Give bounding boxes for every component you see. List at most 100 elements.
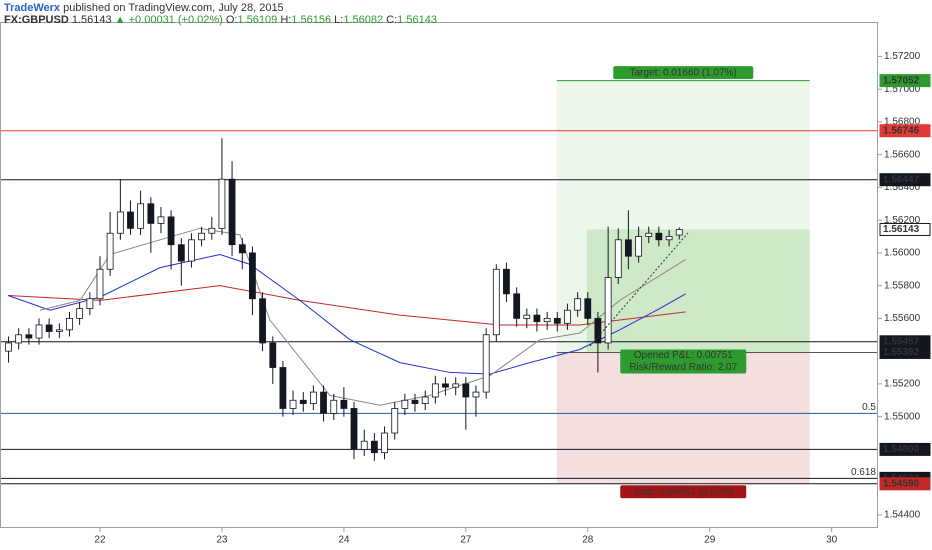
stop-zone [556, 352, 810, 484]
candle-body [198, 232, 205, 241]
marks-layer [5, 138, 686, 461]
candle-body [137, 203, 145, 229]
candle-body [594, 317, 602, 344]
candle-body [167, 216, 175, 246]
candle-body [249, 252, 256, 300]
plot-border [0, 22, 878, 528]
stop-label-box [620, 485, 747, 499]
symbol: FX:GBPUSD [4, 14, 69, 26]
candle-body [482, 334, 490, 393]
candle-body [543, 317, 551, 323]
candle-body [584, 298, 592, 319]
candle-body [96, 268, 104, 300]
y-tick-label: 1.54400 [884, 510, 921, 521]
candle-body [25, 334, 33, 339]
candle-body [604, 277, 612, 344]
candle-body [188, 239, 195, 262]
open-pnl-zone [586, 229, 810, 353]
candle-body [86, 298, 94, 309]
candle-body [218, 178, 226, 229]
published: published on TradingView.com, July 28, 2… [63, 2, 284, 14]
ohlc-value: 1.56109 [238, 14, 278, 26]
y-tick-label: 1.55800 [884, 280, 921, 291]
ohlc-value: 1.56143 [397, 14, 437, 26]
candle-body [309, 391, 317, 404]
price-box-label: 1.54590 [883, 478, 920, 489]
y-tick-label: 1.56200 [884, 215, 921, 226]
x-tick-label: 27 [460, 535, 472, 546]
price-box [879, 124, 931, 138]
candle-body [523, 314, 531, 319]
candle-body [299, 399, 307, 404]
candle-body [624, 239, 632, 257]
price-box [879, 222, 931, 236]
x-tick-label: 23 [216, 535, 228, 546]
moving-average [39, 227, 686, 406]
price-box-label: 1.56143 [883, 224, 920, 235]
candle-body [289, 399, 297, 409]
candle-body [421, 396, 429, 404]
ohlc-value: 1.56156 [291, 14, 331, 26]
candle-body [645, 232, 653, 237]
price-box-label: 1.55392 [883, 347, 920, 358]
candle-body [55, 329, 63, 332]
candle-body [492, 268, 500, 336]
price-box-label: 1.56746 [883, 125, 920, 136]
x-tick-label: 29 [704, 535, 716, 546]
y-tick-label: 1.56800 [884, 117, 921, 128]
risk-reward-label: Risk/Reward Ratio: 2.07 [629, 362, 737, 373]
candle-body [127, 211, 134, 229]
candle-body [238, 244, 246, 254]
candle-body [411, 399, 419, 404]
y-tick-label: 1.56000 [884, 248, 921, 259]
trend-line [589, 232, 689, 347]
price-box [879, 74, 931, 88]
target-label-box [613, 66, 754, 80]
pnl-label: Opened P&L: 0.00751 [634, 350, 733, 361]
y-tick-label: 1.55600 [884, 313, 921, 324]
candle-body [635, 236, 643, 257]
candle-body [442, 383, 449, 388]
y-tick-label: 1.55200 [884, 379, 921, 390]
ohlc-label: H: [280, 14, 291, 26]
candle-body [452, 383, 460, 388]
candle-body [614, 239, 622, 278]
background-layer [0, 80, 878, 485]
candle-body [35, 324, 43, 339]
candle-body [381, 432, 388, 454]
candle-body [76, 308, 84, 319]
ohlc-label: O: [226, 14, 238, 26]
y-tick-label: 1.55000 [884, 411, 921, 422]
candle-body [116, 211, 124, 234]
candle-body [157, 216, 165, 224]
ohlc-value: 1.56082 [343, 14, 383, 26]
candle-body [665, 236, 673, 241]
candle-body [533, 314, 541, 323]
candle-body [279, 367, 287, 409]
candle-body [503, 268, 510, 295]
candle-body [462, 383, 470, 398]
y-tick-label: 1.56600 [884, 149, 921, 160]
change: ▲ +0.00031 (+0.02%) [115, 14, 223, 26]
candle-body [564, 309, 571, 324]
x-tick-label: 24 [338, 535, 350, 546]
candle-body [401, 399, 409, 409]
header-line: TradeWerx published on TradingView.com, … [4, 2, 284, 14]
y-tick-label: 1.57200 [884, 51, 921, 62]
candle-body [5, 342, 12, 352]
candle-body [340, 399, 348, 409]
price-box-label: 1.56447 [883, 174, 920, 185]
candle-body [320, 391, 327, 414]
candle-body [106, 232, 114, 270]
candle-body [66, 317, 73, 331]
x-tick-label: 22 [94, 535, 106, 546]
ohlc-label: C: [386, 14, 397, 26]
price-box [879, 442, 931, 456]
candle-body [675, 229, 683, 236]
candle-body [208, 227, 216, 234]
x-tick-label: 30 [826, 535, 838, 546]
pnl-label-box [620, 349, 747, 374]
price-box-label: 1.57052 [883, 75, 920, 86]
candle-body [513, 293, 521, 319]
